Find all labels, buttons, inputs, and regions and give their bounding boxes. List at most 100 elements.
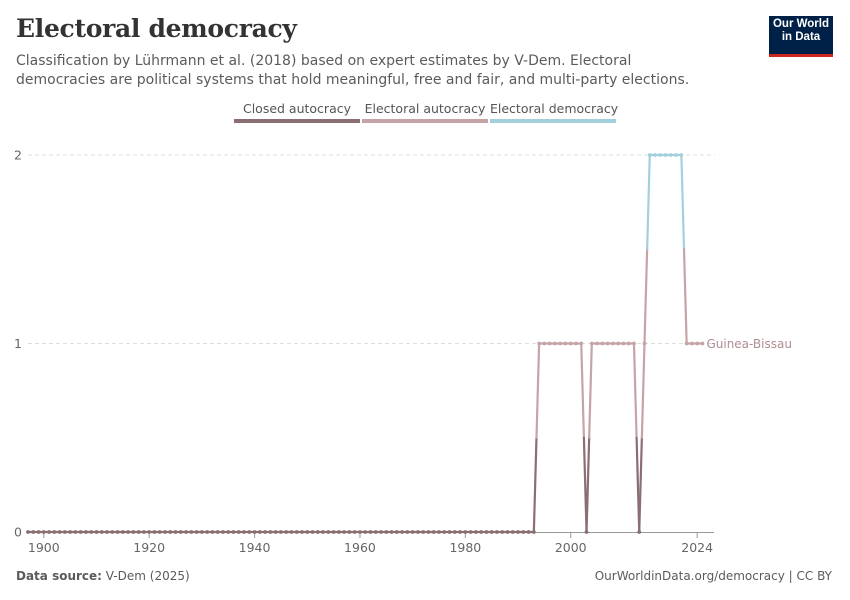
- data-point: [236, 530, 241, 534]
- series-line-segment: [646, 153, 651, 251]
- data-point: [568, 341, 573, 346]
- data-point: [589, 341, 594, 346]
- data-point: [57, 530, 62, 534]
- data-point: [321, 530, 325, 534]
- data-point: [626, 341, 631, 346]
- data-point: [294, 530, 299, 534]
- data-point: [632, 341, 636, 346]
- data-point: [505, 530, 510, 534]
- legend-swatch: [490, 119, 616, 123]
- data-point: [595, 341, 599, 346]
- x-tick-label: 1920: [133, 540, 165, 555]
- data-point: [115, 530, 120, 534]
- data-point: [495, 530, 499, 534]
- data-point: [426, 530, 431, 534]
- data-point: [52, 530, 57, 534]
- data-point: [26, 530, 30, 534]
- data-point: [68, 530, 73, 534]
- data-point: [189, 530, 194, 534]
- data-point: [368, 530, 373, 534]
- legend-swatch: [234, 119, 360, 123]
- legend-item-electoral-democracy[interactable]: Electoral democracy: [490, 100, 619, 124]
- data-point: [352, 530, 357, 534]
- data-point: [363, 530, 368, 534]
- data-point: [84, 530, 88, 534]
- data-point: [105, 530, 109, 534]
- data-point: [653, 153, 657, 157]
- data-point: [310, 530, 315, 534]
- data-source-label: Data source:: [16, 569, 102, 583]
- data-point: [342, 530, 347, 534]
- x-tick-label: 2000: [555, 540, 587, 555]
- logo-line-1: Our World: [772, 18, 829, 30]
- data-point: [41, 530, 46, 534]
- data-point: [521, 530, 526, 534]
- data-point: [510, 530, 515, 534]
- data-point: [579, 341, 584, 346]
- data-point: [252, 530, 257, 534]
- data-point: [120, 530, 125, 534]
- legend-item-electoral-autocracy[interactable]: Electoral autocracy: [362, 100, 488, 124]
- data-point: [247, 530, 252, 534]
- data-point: [136, 530, 141, 534]
- x-tick-label: 2024: [681, 540, 713, 555]
- data-point: [616, 341, 621, 346]
- data-point: [442, 530, 447, 534]
- data-point: [384, 530, 389, 534]
- data-point: [231, 530, 236, 534]
- data-point: [284, 530, 289, 534]
- legend-item-closed-autocracy[interactable]: Closed autocracy: [234, 100, 360, 124]
- data-source: Data source: V-Dem (2025): [16, 569, 190, 583]
- series-line-segment: [643, 248, 649, 345]
- data-point: [500, 530, 505, 534]
- data-point: [89, 530, 94, 534]
- data-point: [679, 153, 684, 157]
- y-tick-label: 1: [14, 336, 22, 351]
- data-point: [273, 530, 278, 534]
- data-point: [126, 530, 131, 534]
- logo-line-2: in Data: [781, 31, 821, 43]
- owid-logo[interactable]: Our World in Data: [769, 16, 833, 57]
- series-line-segment: [535, 342, 541, 439]
- data-point: [47, 530, 51, 534]
- data-source-value[interactable]: V-Dem (2025): [105, 569, 190, 583]
- data-point: [31, 530, 36, 534]
- data-point: [542, 341, 547, 346]
- data-point: [484, 530, 489, 534]
- legend-swatch: [362, 119, 488, 123]
- data-point: [173, 530, 178, 534]
- chart-subtitle: Classification by Lührmann et al. (2018)…: [16, 53, 690, 88]
- data-point: [394, 530, 399, 534]
- footer-link[interactable]: OurWorldinData.org/democracy | CC BY: [594, 569, 832, 583]
- data-point: [168, 530, 173, 534]
- data-point: [347, 530, 352, 534]
- data-point: [152, 530, 157, 534]
- data-point: [447, 530, 452, 534]
- data-point: [690, 341, 694, 346]
- data-point: [178, 530, 183, 534]
- data-point: [647, 153, 652, 157]
- y-tick-label: 2: [14, 148, 22, 163]
- gridlines: [28, 154, 715, 344]
- data-point: [516, 530, 520, 534]
- data-point: [268, 530, 273, 534]
- data-point: [416, 530, 420, 534]
- data-point: [257, 530, 262, 534]
- data-point: [553, 341, 557, 346]
- data-point: [410, 530, 415, 534]
- data-point: [563, 341, 568, 346]
- data-point: [305, 530, 310, 534]
- data-point: [99, 530, 104, 534]
- data-point: [658, 153, 663, 157]
- data-point: [62, 530, 67, 534]
- data-point: [531, 530, 536, 534]
- legend-label: Electoral democracy: [490, 101, 619, 116]
- data-point: [358, 530, 362, 534]
- series-end-label: Guinea-Bissau: [706, 337, 792, 351]
- data-point: [157, 530, 162, 534]
- data-point: [479, 530, 484, 534]
- chart-title: Electoral democracy: [16, 14, 297, 43]
- data-point: [668, 153, 673, 157]
- data-point: [610, 341, 615, 346]
- series-line-segment: [585, 436, 591, 534]
